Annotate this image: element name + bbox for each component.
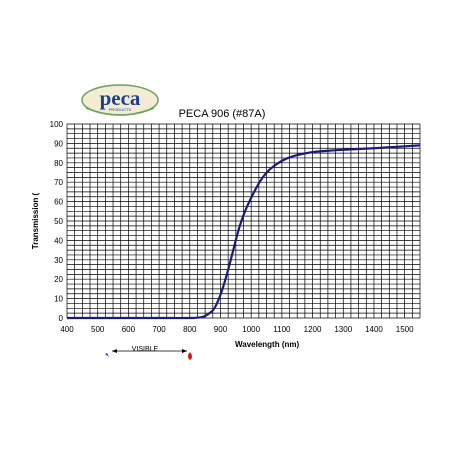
y-tick-label: 20 (54, 275, 63, 284)
logo-subtext: PRODUCTS (109, 107, 132, 112)
y-tick-label: 90 (54, 139, 63, 148)
red-marker-icon (188, 352, 192, 360)
logo-name: peca (100, 86, 141, 110)
x-tick-label: 600 (122, 325, 136, 334)
x-tick-label: 1300 (334, 325, 352, 334)
y-tick-label: 70 (54, 178, 63, 187)
x-tick-label: 500 (91, 325, 105, 334)
peca-logo: peca PRODUCTS (81, 84, 159, 116)
x-tick-label: 1000 (242, 325, 260, 334)
logo-swoosh (85, 107, 155, 116)
arrow-right-icon (182, 349, 187, 353)
y-axis-label: Transmission ( (31, 192, 40, 249)
series-line-transmission (67, 144, 421, 320)
x-tick-label: 700 (152, 325, 166, 334)
x-tick-labels: 400 500 600 700 800 900 1000 1100 1200 1300 1400 15… (60, 325, 414, 334)
x-tick-label: 900 (214, 325, 228, 334)
arrow-left-icon (112, 349, 117, 353)
visible-label: VISIBLE (132, 346, 159, 353)
visible-range-indicator: VISIBLE (105, 346, 192, 360)
y-tick-label: 10 (54, 295, 63, 304)
y-tick-label: 50 (54, 217, 63, 226)
blue-marker-icon (105, 353, 109, 357)
y-tick-labels: 0 10 20 30 40 50 60 70 80 90 100 (50, 120, 64, 323)
x-tick-label: 1200 (304, 325, 322, 334)
x-tick-label: 1500 (396, 325, 414, 334)
y-tick-label: 100 (50, 120, 64, 129)
x-tick-label: 1100 (273, 325, 291, 334)
x-axis-label: Wavelength (nm) (235, 340, 299, 349)
x-tick-label: 400 (60, 325, 74, 334)
chart-title: PECA 906 (#87A) (179, 108, 266, 120)
y-tick-label: 0 (59, 314, 64, 323)
plot-grid (66, 123, 421, 319)
y-tick-label: 80 (54, 159, 63, 168)
x-tick-label: 800 (183, 325, 197, 334)
x-tick-label: 1400 (365, 325, 383, 334)
y-tick-label: 40 (54, 236, 63, 245)
y-tick-label: 30 (54, 256, 63, 265)
y-tick-label: 60 (54, 198, 63, 207)
